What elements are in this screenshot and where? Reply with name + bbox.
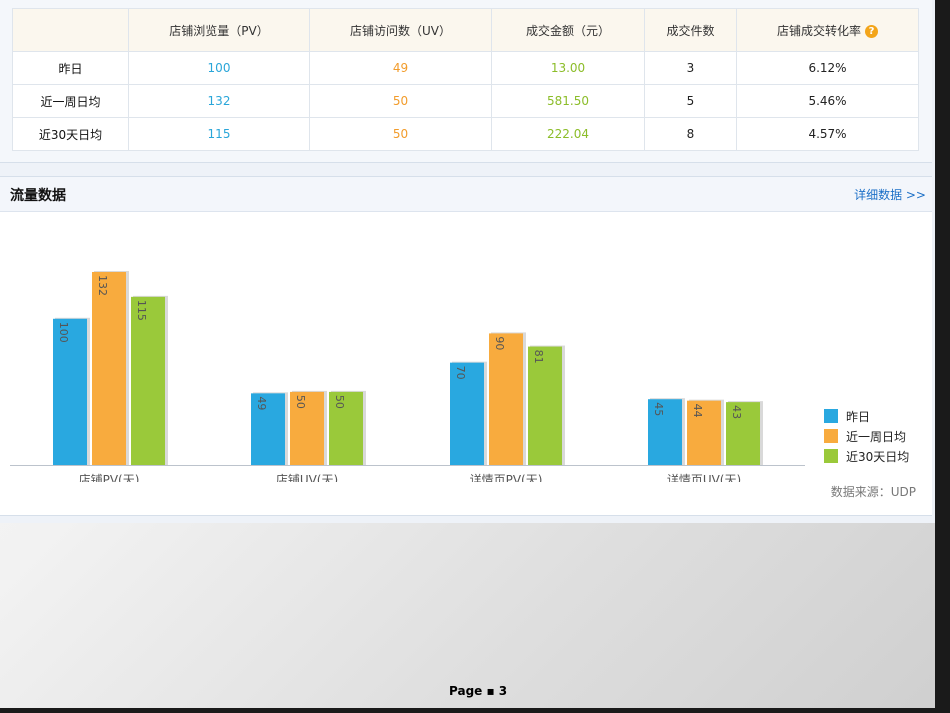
data-source-note: 数据来源：UDP (830, 485, 916, 499)
x-tick-label: 详情页UV(天) (667, 472, 741, 482)
uv-cell: 49 (309, 51, 492, 85)
bar-value-label: 49 (255, 396, 268, 410)
amount-cell: 222.04 (491, 117, 645, 151)
table-row: 近30天日均 115 50 222.04 8 4.57% (12, 117, 919, 151)
chart-bar[interactable] (726, 402, 760, 465)
legend-label: 近一周日均 (846, 430, 906, 444)
bar-value-label: 115 (135, 300, 148, 321)
header-cell-count: 成交件数 (644, 8, 737, 52)
row-label: 昨日 (12, 51, 129, 85)
header-rate-label: 店铺成交转化率 (776, 23, 861, 38)
uv-cell: 50 (309, 117, 492, 151)
table-row: 近一周日均 132 50 581.50 5 5.46% (12, 84, 919, 118)
detail-data-link[interactable]: 详细数据 >> (854, 188, 926, 202)
pv-cell: 115 (128, 117, 310, 151)
amount-cell: 13.00 (491, 51, 645, 85)
pv-cell: 132 (128, 84, 310, 118)
traffic-section: 流量数据 详细数据 >> 100 132 115 店铺PV(天) 49 50 50 店铺UV(… (0, 176, 932, 516)
chart-bar[interactable] (290, 391, 324, 465)
bar-value-label: 44 (691, 404, 704, 418)
x-tick-label: 店铺UV(天) (276, 473, 338, 482)
rate-cell: 5.46% (736, 84, 919, 118)
header-cell-amount: 成交金额（元） (491, 8, 645, 52)
chart-bar[interactable] (131, 296, 165, 465)
chart-bar[interactable] (53, 318, 87, 465)
chart-bar[interactable] (489, 333, 523, 465)
x-tick-label: 详情页PV(天) (470, 472, 543, 482)
chart-bar[interactable] (251, 393, 285, 465)
chart-bar[interactable] (648, 399, 682, 465)
help-icon[interactable]: ? (865, 24, 878, 38)
count-cell: 3 (644, 51, 737, 85)
page-number: Page ▪ 3 (449, 684, 508, 698)
header-cell-pv: 店铺浏览量（PV） (128, 8, 310, 52)
legend-label: 昨日 (846, 410, 870, 424)
header-cell-rate: 店铺成交转化率? (736, 8, 919, 52)
bar-value-label: 81 (532, 350, 545, 364)
header-cell-uv: 店铺访问数（UV） (309, 8, 492, 52)
bar-value-label: 90 (493, 336, 506, 350)
legend-swatch (824, 449, 838, 463)
summary-header-row: 店铺浏览量（PV） 店铺访问数（UV） 成交金额（元） 成交件数 店铺成交转化率… (12, 8, 919, 52)
rate-cell: 6.12% (736, 51, 919, 85)
legend-swatch (824, 409, 838, 423)
traffic-header: 流量数据 详细数据 >> (0, 177, 932, 212)
chart-bar[interactable] (687, 400, 721, 465)
header-cell-empty (12, 8, 129, 52)
amount-cell: 581.50 (491, 84, 645, 118)
traffic-bar-chart: 100 132 115 店铺PV(天) 49 50 50 店铺UV(天) 70 90 81 详情页PV… (10, 271, 909, 482)
table-row: 昨日 100 49 13.00 3 6.12% (12, 51, 919, 85)
traffic-title: 流量数据 (10, 188, 66, 204)
bar-value-label: 132 (96, 275, 109, 296)
chart-bar[interactable] (329, 391, 363, 465)
bar-value-label: 100 (57, 322, 70, 343)
legend-label: 近30天日均 (846, 450, 909, 464)
bar-value-label: 45 (652, 402, 665, 416)
row-label: 近30天日均 (12, 117, 129, 151)
legend-swatch (824, 429, 838, 443)
pv-cell: 100 (128, 51, 310, 85)
report-panel: 店铺浏览量（PV） 店铺访问数（UV） 成交金额（元） 成交件数 店铺成交转化率… (0, 0, 936, 523)
right-edge-bar (935, 0, 950, 713)
summary-section: 店铺浏览量（PV） 店铺访问数（UV） 成交金额（元） 成交件数 店铺成交转化率… (0, 0, 932, 163)
summary-table: 店铺浏览量（PV） 店铺访问数（UV） 成交金额（元） 成交件数 店铺成交转化率… (12, 8, 919, 151)
x-tick-label: 店铺PV(天) (79, 473, 140, 482)
uv-cell: 50 (309, 84, 492, 118)
chart-bar[interactable] (450, 362, 484, 465)
count-cell: 8 (644, 117, 737, 151)
chart-bar[interactable] (92, 272, 126, 465)
row-label: 近一周日均 (12, 84, 129, 118)
bottom-edge-bar (0, 708, 950, 713)
bar-value-label: 43 (730, 405, 743, 419)
bar-value-label: 50 (294, 395, 307, 409)
chart-bar[interactable] (528, 346, 562, 465)
bar-value-label: 70 (454, 366, 467, 380)
bar-value-label: 50 (333, 395, 346, 409)
rate-cell: 4.57% (736, 117, 919, 151)
count-cell: 5 (644, 84, 737, 118)
